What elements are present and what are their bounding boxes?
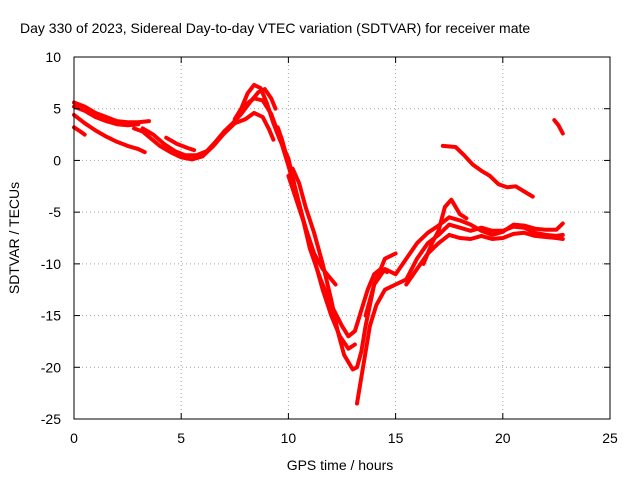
series-track-14 [363,215,565,318]
series-track-2 [72,104,141,128]
chart-title: Day 330 of 2023, Sidereal Day-to-day VTE… [20,20,530,36]
x-tick-label: 10 [281,430,297,446]
series-track-1 [72,100,151,125]
x-axis: 0 5 10 15 20 25 [70,57,618,446]
y-tick-label: -10 [41,256,61,272]
y-axis-label: SDTVAR / TECUs [6,182,22,294]
y-tick-label: -25 [41,411,61,427]
series-track-6 [132,110,276,162]
series-track-7 [164,135,197,153]
x-tick-label: 20 [495,430,511,446]
data-series [72,82,565,406]
series-track-4 [72,125,87,137]
x-tick-label: 25 [602,430,618,446]
series-track-16 [421,197,469,266]
series-track-12 [275,125,289,158]
y-tick-label: 5 [53,101,61,117]
x-tick-label: 5 [177,430,185,446]
series-track-9 [243,96,357,351]
series-track-8 [232,82,389,339]
plot-frame [73,56,611,420]
y-tick-label: -5 [49,204,62,220]
x-tick-label: 15 [388,430,404,446]
y-axis: -25 -20 -15 -10 -5 0 5 10 [41,49,610,427]
y-tick-label: -20 [41,359,61,375]
y-tick-label: 0 [53,152,61,168]
grid [74,57,610,419]
x-axis-label: GPS time / hours [287,457,394,473]
y-tick-label: 10 [45,49,61,65]
series-track-3 [72,112,147,155]
series-track-13 [355,222,565,406]
y-tick-label: -15 [41,308,61,324]
series-track-15 [404,230,565,287]
x-tick-label: 0 [70,430,78,446]
series-track-17 [440,143,535,199]
series-track-18 [552,118,565,136]
series-track-11 [286,173,338,287]
